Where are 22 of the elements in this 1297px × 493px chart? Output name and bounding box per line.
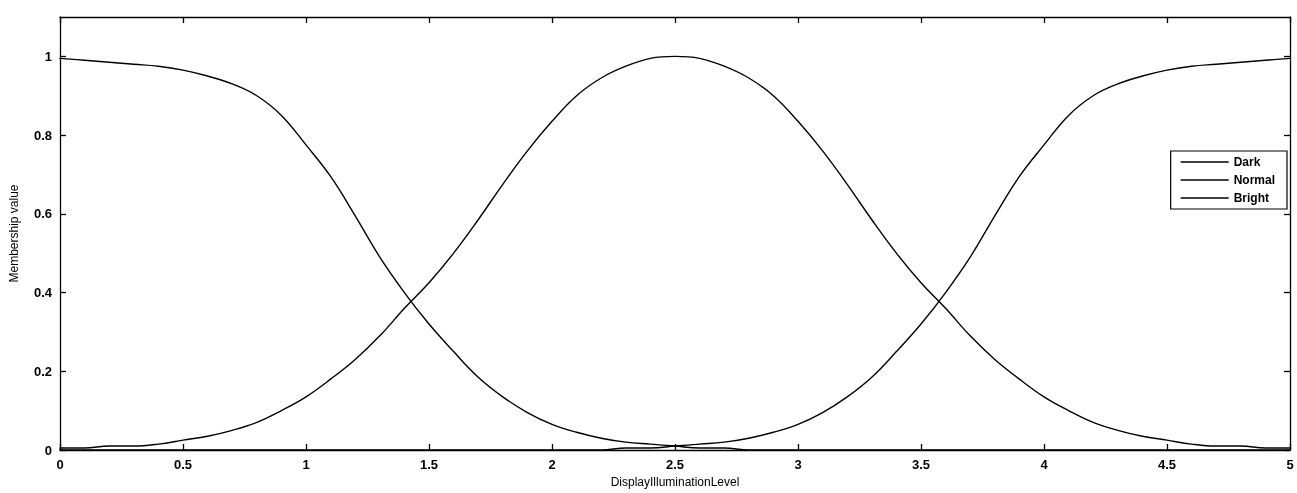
y-tick-label: 0.8 — [33, 127, 52, 143]
y-tick-label: 0 — [44, 442, 52, 458]
y-tick-label: 1 — [44, 48, 52, 64]
x-axis-title: DisplayIlluminationLevel — [610, 475, 740, 489]
x-tick-label: 4 — [1040, 457, 1049, 472]
x-tick-label: 3.5 — [911, 457, 931, 472]
x-tick-label: 0 — [56, 457, 64, 472]
x-tick-label: 5 — [1286, 457, 1294, 472]
x-tick-label: 2 — [548, 457, 556, 472]
x-tick-label: 4.5 — [1157, 457, 1177, 472]
y-tick-label: 0.2 — [33, 363, 52, 379]
y-tick-label: 0.4 — [33, 285, 53, 301]
y-tick-label: 0.6 — [33, 206, 52, 222]
y-axis-title: Membership value — [7, 184, 21, 283]
x-tick-label: 1 — [302, 457, 310, 472]
x-tick-label: 2.5 — [665, 457, 685, 472]
legend-label: Bright — [1233, 191, 1269, 205]
x-tick-label: 0.5 — [173, 457, 193, 472]
x-tick-label: 3 — [794, 457, 802, 472]
legend-label: Dark — [1233, 155, 1261, 169]
legend-label: Normal — [1233, 173, 1275, 187]
x-tick-label: 1.5 — [419, 457, 439, 472]
